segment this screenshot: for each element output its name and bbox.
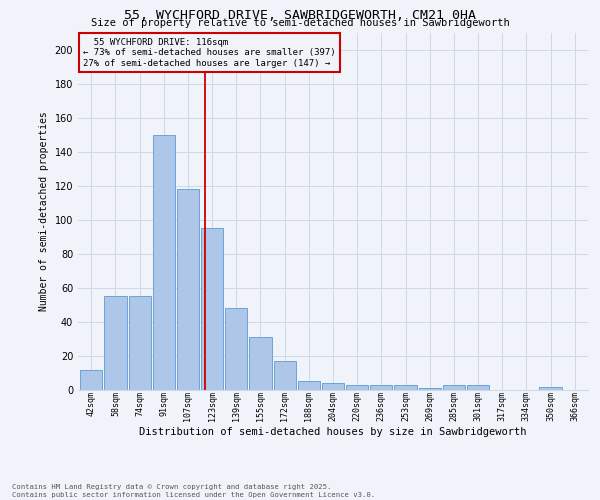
Text: Size of property relative to semi-detached houses in Sawbridgeworth: Size of property relative to semi-detach…	[91, 18, 509, 28]
Bar	[346, 385, 368, 390]
Bar	[443, 385, 465, 390]
Bar	[225, 308, 247, 390]
Bar	[80, 370, 103, 390]
Bar	[322, 383, 344, 390]
Bar	[419, 388, 441, 390]
Bar	[298, 382, 320, 390]
Bar	[274, 361, 296, 390]
X-axis label: Distribution of semi-detached houses by size in Sawbridgeworth: Distribution of semi-detached houses by …	[139, 427, 527, 437]
Text: 55, WYCHFORD DRIVE, SAWBRIDGEWORTH, CM21 0HA: 55, WYCHFORD DRIVE, SAWBRIDGEWORTH, CM21…	[124, 9, 476, 22]
Bar	[177, 189, 199, 390]
Text: 55 WYCHFORD DRIVE: 116sqm
← 73% of semi-detached houses are smaller (397)
27% of: 55 WYCHFORD DRIVE: 116sqm ← 73% of semi-…	[83, 38, 336, 68]
Bar	[104, 296, 127, 390]
Bar	[394, 385, 416, 390]
Text: Contains HM Land Registry data © Crown copyright and database right 2025.
Contai: Contains HM Land Registry data © Crown c…	[12, 484, 375, 498]
Bar	[250, 337, 272, 390]
Bar	[201, 228, 223, 390]
Y-axis label: Number of semi-detached properties: Number of semi-detached properties	[39, 112, 49, 311]
Bar	[539, 386, 562, 390]
Bar	[370, 385, 392, 390]
Bar	[152, 134, 175, 390]
Bar	[467, 385, 489, 390]
Bar	[128, 296, 151, 390]
